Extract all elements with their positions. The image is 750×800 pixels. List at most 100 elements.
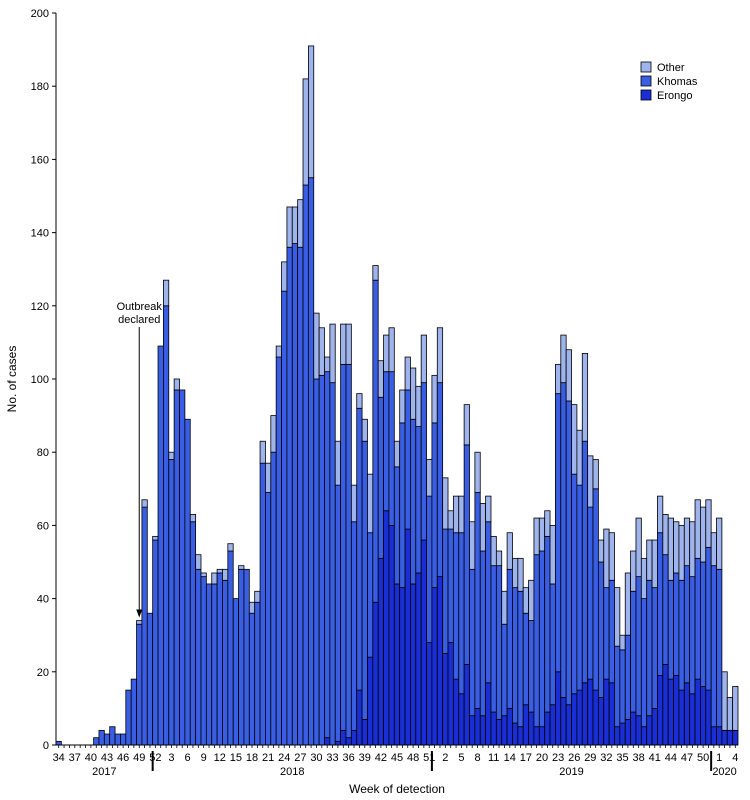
bar-other (721, 671, 728, 731)
bar-erongo (512, 722, 519, 746)
bar-other (367, 473, 374, 534)
bar-erongo (678, 689, 685, 746)
bar-khomas (592, 488, 599, 691)
bar-other (436, 327, 444, 384)
bar-erongo (356, 689, 363, 746)
bar-other (603, 528, 610, 589)
x-tick-label: 15 (230, 752, 242, 764)
bar-khomas (673, 572, 680, 676)
bar-other (222, 568, 229, 581)
x-tick-label: 12 (214, 752, 226, 764)
bar-erongo (399, 587, 406, 746)
x-tick-label: 50 (697, 752, 709, 764)
bar-khomas (463, 444, 470, 665)
x-tick-label: 45 (391, 752, 403, 764)
legend-label-erongo: Erongo (657, 90, 692, 102)
bar-khomas (549, 583, 556, 706)
bar-other (495, 550, 503, 567)
bar-khomas (383, 371, 390, 512)
bar-other (254, 590, 261, 603)
legend-swatch-erongo (640, 89, 652, 101)
bar-erongo (683, 682, 691, 746)
bar-erongo (452, 678, 460, 746)
bar-other (420, 334, 427, 384)
bar-other (662, 514, 669, 556)
y-tick-label: 80 (37, 447, 49, 459)
bar-other (281, 261, 288, 292)
bar-khomas (501, 623, 508, 717)
bar-other (597, 539, 605, 563)
bar-khomas (329, 382, 336, 746)
bar-erongo (415, 572, 422, 746)
x-tick-label: 47 (681, 752, 693, 764)
bar-khomas (716, 568, 723, 728)
bar-khomas (162, 305, 170, 746)
bar-khomas (350, 521, 358, 731)
bar-other (705, 499, 712, 548)
bar-other (732, 686, 739, 731)
bar-khomas (447, 528, 454, 643)
bar-khomas (179, 389, 186, 746)
annotation-arrow-head (136, 609, 143, 618)
bar-erongo (592, 689, 599, 746)
bar-other (152, 535, 159, 541)
bar-erongo (393, 583, 401, 746)
x-tick-label: 35 (616, 752, 628, 764)
bar-khomas (281, 290, 288, 746)
bar-erongo (624, 718, 631, 746)
bar-erongo (350, 729, 358, 746)
y-tick-label: 120 (31, 301, 49, 313)
legend-swatch-khomas (640, 75, 652, 87)
x-tick-label: 34 (53, 752, 65, 764)
x-tick-label: 51 (423, 752, 435, 764)
bar-other (410, 367, 417, 420)
bar-erongo (485, 682, 492, 746)
year-label: 2017 (92, 766, 116, 778)
bar-khomas (297, 246, 304, 746)
bar-khomas (490, 565, 497, 713)
bar-other (657, 495, 664, 534)
bar-khomas (377, 396, 384, 559)
bar-other (393, 440, 401, 468)
bar-khomas (538, 550, 546, 728)
x-tick-label: 24 (278, 752, 290, 764)
bar-erongo (721, 729, 728, 746)
bar-khomas (694, 557, 701, 680)
bar-erongo (571, 693, 578, 746)
bar-other (544, 510, 551, 537)
y-tick-label: 140 (31, 228, 49, 240)
bar-erongo (383, 510, 390, 746)
bar-erongo (458, 693, 465, 746)
bar-other (372, 265, 379, 281)
legend-swatch-other (640, 61, 652, 73)
bar-khomas (388, 371, 395, 526)
x-tick-label: 5 (458, 752, 464, 764)
bar-khomas (205, 583, 213, 746)
bar-other (340, 323, 347, 365)
bar-erongo (367, 656, 374, 746)
bar-khomas (130, 678, 137, 746)
bar-other (726, 697, 734, 731)
bar-erongo (340, 729, 347, 746)
bar-other (463, 404, 470, 446)
bar-khomas (485, 521, 492, 684)
x-tick-label: 14 (504, 752, 516, 764)
bar-khomas (334, 484, 342, 742)
year-label: 2020 (712, 766, 736, 778)
bar-erongo (646, 715, 653, 746)
bar-khomas (426, 495, 433, 643)
bar-khomas (705, 546, 712, 691)
y-tick-label: 160 (31, 154, 49, 166)
x-tick-label: 4 (732, 752, 738, 764)
bar-khomas (238, 568, 245, 746)
bar-khomas (152, 539, 159, 746)
bar-other (571, 404, 578, 475)
x-tick-label: 49 (133, 752, 145, 764)
bar-khomas (367, 532, 374, 658)
bar-erongo (517, 726, 524, 746)
bar-erongo (469, 715, 476, 746)
x-tick-label: 27 (294, 752, 306, 764)
x-tick-label: 36 (343, 752, 355, 764)
bar-khomas (404, 389, 411, 530)
bar-erongo (495, 718, 503, 746)
